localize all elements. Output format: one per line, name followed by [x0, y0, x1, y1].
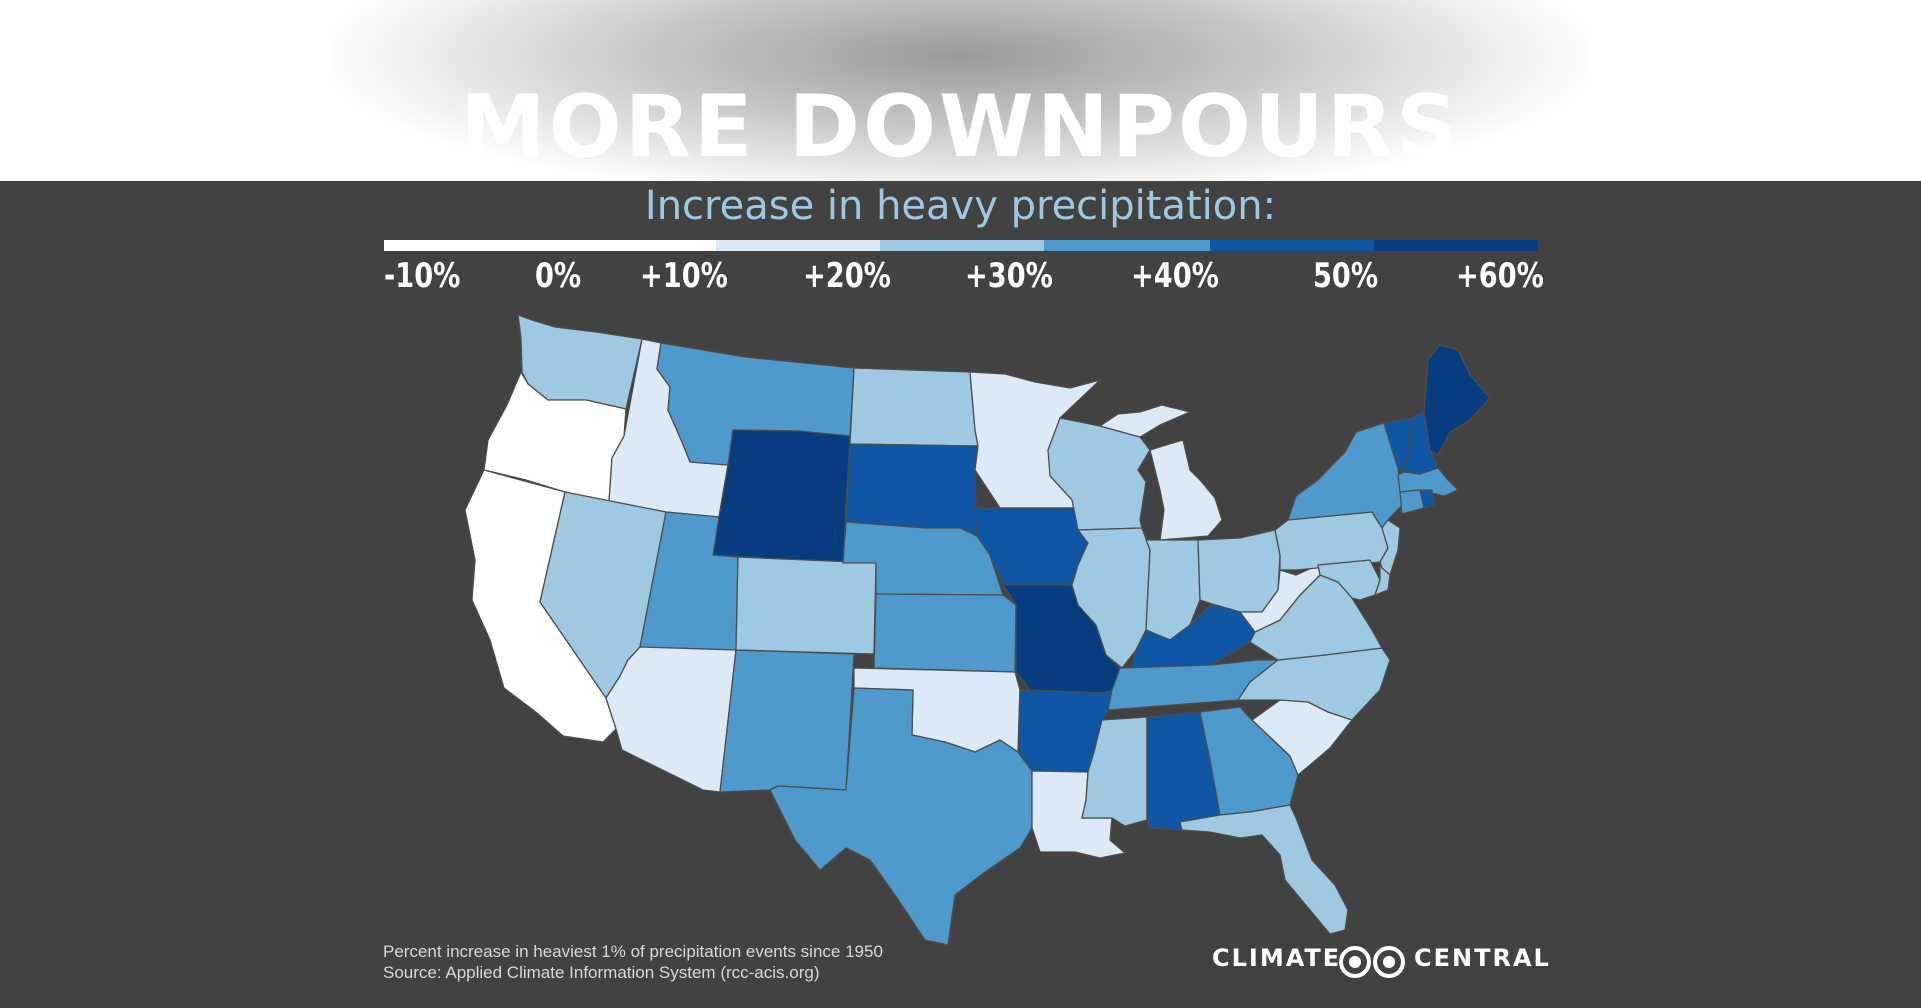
legend-label: 50%	[1313, 256, 1379, 296]
legend-label: 0%	[535, 256, 582, 296]
legend-swatch	[716, 240, 880, 251]
state-oh	[1197, 529, 1281, 613]
state-nd	[849, 367, 979, 447]
brand-climate: CLIMATE	[1212, 944, 1342, 972]
legend-label: -10%	[384, 256, 461, 296]
state-tx	[769, 687, 1033, 946]
state-de	[1374, 561, 1391, 596]
legend-title: Increase in heavy precipitation:	[644, 183, 1277, 229]
legend-label: +30%	[965, 256, 1053, 296]
legend-swatch	[384, 240, 716, 251]
legend-label: +20%	[803, 256, 891, 296]
legend-swatch	[1374, 240, 1538, 251]
state-ks	[873, 593, 1017, 673]
state-fl	[1179, 804, 1349, 935]
title-band	[0, 0, 1921, 181]
brand-central: CENTRAL	[1414, 944, 1551, 972]
state-mi	[1149, 439, 1223, 541]
state-ga	[1199, 706, 1299, 816]
state-nm	[719, 649, 855, 793]
state-me	[1423, 344, 1491, 456]
state-wy	[712, 429, 851, 564]
legend-label: +60%	[1456, 256, 1544, 296]
legend-swatch	[880, 240, 1044, 251]
climate-central-logo-icon	[1339, 946, 1405, 978]
legend-swatch	[1210, 240, 1374, 251]
state-ny	[1287, 422, 1403, 529]
state-sd	[845, 443, 979, 537]
state-ne	[842, 521, 1004, 596]
footnote-source: Source: Applied Climate Information Syst…	[383, 963, 820, 982]
legend-color-bar	[384, 240, 1538, 251]
legend-label: +10%	[640, 256, 728, 296]
state-ri	[1419, 489, 1435, 509]
state-nc	[1237, 647, 1391, 721]
state-co	[735, 556, 877, 655]
state-md	[1317, 559, 1381, 601]
legend-label: +40%	[1131, 256, 1219, 296]
title-glow	[330, 0, 1590, 181]
legend-swatch	[1044, 240, 1210, 251]
footnote-metric: Percent increase in heaviest 1% of preci…	[383, 942, 883, 961]
page-title: MORE DOWNPOURS	[459, 77, 1462, 177]
state-az	[605, 646, 737, 793]
state-mi-upper	[1099, 404, 1191, 438]
